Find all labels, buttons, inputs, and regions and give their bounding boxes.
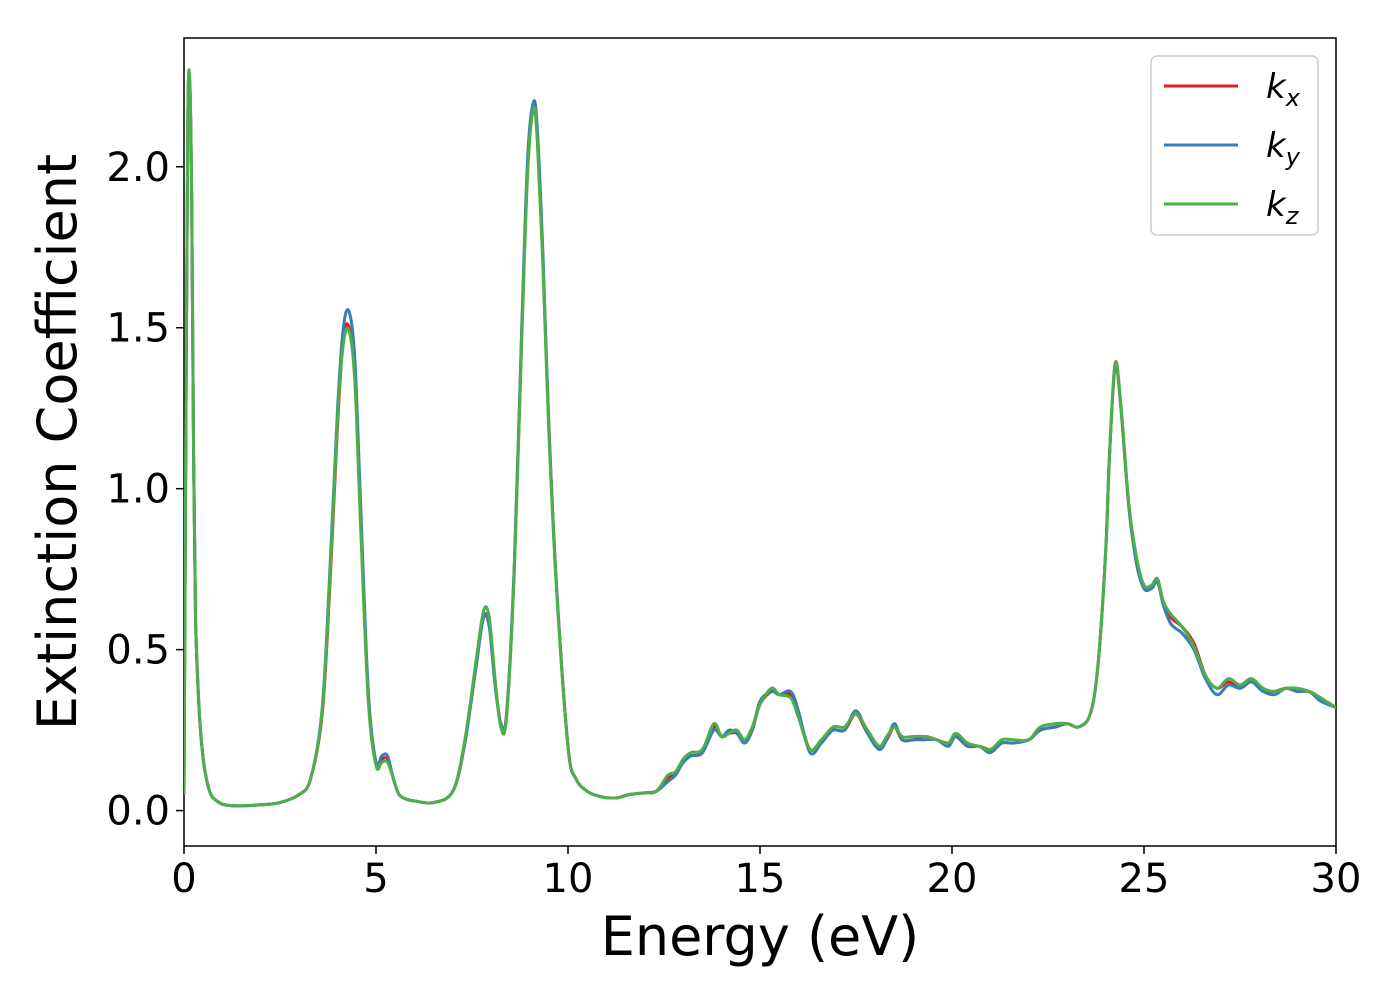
legend-label-x: kx: [1266, 67, 1301, 112]
y-tick-label: 0.0: [106, 789, 170, 835]
y-tick-label: 1.0: [106, 467, 170, 513]
plot-frame: [183, 37, 1337, 847]
legend-label-z: kz: [1266, 185, 1300, 230]
series-layer: [184, 68, 1336, 808]
x-tick-label: 10: [543, 856, 594, 902]
x-tick-label: 20: [927, 856, 978, 902]
y-tick-label: 0.5: [106, 628, 170, 674]
legend-items: kx ky kz: [1164, 67, 1301, 230]
x-tick-label: 30: [1311, 856, 1362, 902]
y-tick-label: 2.0: [106, 145, 170, 191]
plot-area: [183, 37, 1337, 847]
series-line-z: [184, 68, 1336, 808]
x-tick-label: 15: [735, 856, 786, 902]
x-axis-label: Energy (eV): [601, 905, 920, 968]
legend: kx ky kz: [1150, 55, 1319, 236]
x-axis: 0 5 10 15 20 25 30: [171, 846, 1361, 902]
legend-label-y: ky: [1266, 126, 1301, 171]
x-tick-label: 25: [1119, 856, 1170, 902]
y-axis: 0.0 0.5 1.0 1.5 2.0: [106, 145, 184, 835]
x-tick-label: 0: [171, 856, 196, 902]
x-tick-label: 5: [363, 856, 388, 902]
y-axis-label: Extinction Coefficient: [26, 154, 89, 730]
y-tick-label: 1.5: [106, 306, 170, 352]
